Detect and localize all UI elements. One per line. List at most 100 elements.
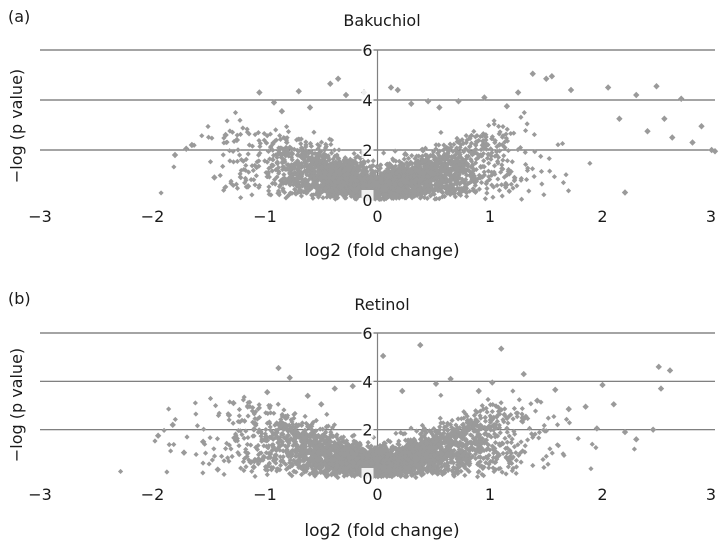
panel-a-cloud-point: [522, 127, 529, 134]
panel-a-cloud-point: [249, 192, 255, 198]
panel-a-cloud-point: [455, 139, 461, 146]
panel-a-cloud-point: [489, 150, 495, 156]
panel-a-cloud-point: [466, 167, 472, 174]
panel-a-cloud-point: [320, 152, 326, 158]
panel-a-cloud-point: [495, 154, 502, 160]
panel-b-points: [117, 341, 674, 481]
panel-a-cloud-point: [289, 151, 296, 157]
panel-b-cloud-point: [563, 416, 570, 422]
panel-a-cloud-point: [295, 167, 301, 173]
panel-a-data-point: [529, 70, 536, 77]
panel-a-cloud-point: [304, 149, 310, 155]
panel-a-cloud-point: [409, 190, 415, 196]
panel-a-cloud-point: [431, 188, 437, 194]
panel-a-cloud-point: [381, 150, 387, 156]
panel-a-cloud-point: [501, 144, 507, 150]
panel-b-cloud-point: [530, 462, 536, 469]
panel-a-cloud-point: [316, 167, 322, 174]
panel-a-cloud-point: [318, 139, 325, 145]
panel-b-cloud-point: [489, 408, 495, 415]
panel-a-cloud-point: [450, 182, 456, 188]
panel-a-cloud-point: [465, 163, 471, 169]
panel-a-cloud-point: [158, 190, 164, 196]
panel-a-cloud-point: [469, 164, 475, 170]
panel-a-cloud-point: [482, 196, 488, 202]
panel-a-cloud-point: [473, 142, 479, 148]
panel-b-cloud-point: [236, 413, 242, 419]
panel-a-cloud-point: [416, 187, 422, 193]
panel-a-cloud-point: [473, 188, 479, 194]
panel-a-cloud-point: [405, 163, 411, 169]
panel-a-data-point: [661, 115, 668, 122]
panel-a-cloud-point: [249, 163, 255, 169]
panel-a-cloud-point: [482, 144, 488, 150]
panel-a-cloud-point: [531, 173, 537, 180]
panel-a-cloud-point: [223, 184, 229, 190]
panel-a-cloud-point: [323, 141, 329, 147]
panel-b-cloud-point: [536, 435, 542, 441]
panel-a-data-point: [424, 98, 432, 105]
panel-a-cloud-point: [328, 150, 335, 156]
panel-a-title: Bakuchiol: [343, 11, 420, 30]
panel-a-cloud-point: [199, 133, 205, 139]
panel-a-cloud-point: [459, 186, 465, 192]
panel-a-cloud-point: [468, 173, 474, 179]
panel-a-x-tick-label: −1: [253, 207, 277, 226]
panel-b-cloud-point: [516, 397, 522, 403]
panel-a-cloud-point: [480, 150, 487, 157]
panel-a-cloud-point: [492, 140, 498, 146]
panel-a-data-point: [543, 75, 550, 82]
panel-a-cloud-point: [458, 168, 464, 175]
panel-a-cloud-point: [284, 146, 290, 152]
panel-a-cloud-point: [351, 150, 357, 157]
panel-a-cloud-point: [240, 125, 246, 131]
panel-a-cloud-point: [500, 123, 506, 130]
panel-a-x-axis-label: log2 (fold change): [304, 241, 459, 261]
panel-a-x-tick-label: −3: [28, 207, 52, 226]
panel-b-cloud-point: [264, 472, 270, 478]
panel-a-cloud-point: [441, 184, 447, 191]
panel-a-cloud-point: [238, 195, 244, 201]
panel-a-cloud-point: [505, 168, 511, 174]
panel-b-cloud-point: [438, 392, 444, 398]
panel-a-cloud-point: [551, 174, 558, 180]
panel-b-cloud-point: [518, 459, 524, 465]
panel-a-cloud-point: [488, 146, 494, 152]
panel-a-data-point: [604, 84, 612, 91]
panel-b-cloud-point: [192, 400, 198, 406]
panel-a-cloud-point: [289, 157, 295, 163]
panel-a-cloud-point: [518, 114, 524, 120]
panel-b-cloud-point: [206, 461, 212, 467]
panel-a-cloud-point: [508, 168, 514, 175]
panel-b-cloud-point: [543, 453, 549, 459]
panel-a-cloud-point: [555, 142, 561, 148]
panel-a-cloud-point: [422, 191, 428, 197]
panel-a-data-point: [278, 108, 286, 115]
panel-a-cloud-point: [307, 140, 314, 147]
panel-a-cloud-point: [499, 162, 505, 168]
panel-a-cloud-point: [521, 110, 527, 116]
panel-a-cloud-point: [487, 176, 493, 183]
panel-a-cloud-point: [472, 182, 478, 189]
panel-a-cloud-point: [336, 147, 342, 153]
panel-a-cloud-point: [523, 176, 530, 183]
panel-a-data-point: [295, 88, 302, 95]
panel-a-cloud-point: [235, 147, 241, 153]
panel-a-cloud-point: [503, 180, 509, 186]
panel-a-cloud-point: [424, 195, 430, 201]
panel-a-x-tick-label: 1: [485, 207, 495, 226]
panel-b-cloud-point: [229, 453, 235, 460]
panel-a-cloud-point: [451, 141, 457, 147]
panel-a-cloud-point: [389, 163, 396, 170]
panel-b-cloud-point: [522, 443, 528, 449]
panel-a-cloud-point: [275, 151, 281, 157]
panel-b-title: Retinol: [354, 295, 409, 314]
panel-a-cloud-point: [486, 160, 492, 166]
panel-a-cloud-point: [278, 154, 284, 160]
panel-a-data-point: [408, 100, 415, 107]
panel-a-cloud-point: [404, 159, 410, 166]
panel-a-x-tick-label: 2: [597, 207, 607, 226]
panel-a-cloud-point: [342, 155, 348, 161]
panel-b-cloud-point: [505, 420, 511, 426]
panel-a-cloud-point: [283, 178, 290, 184]
